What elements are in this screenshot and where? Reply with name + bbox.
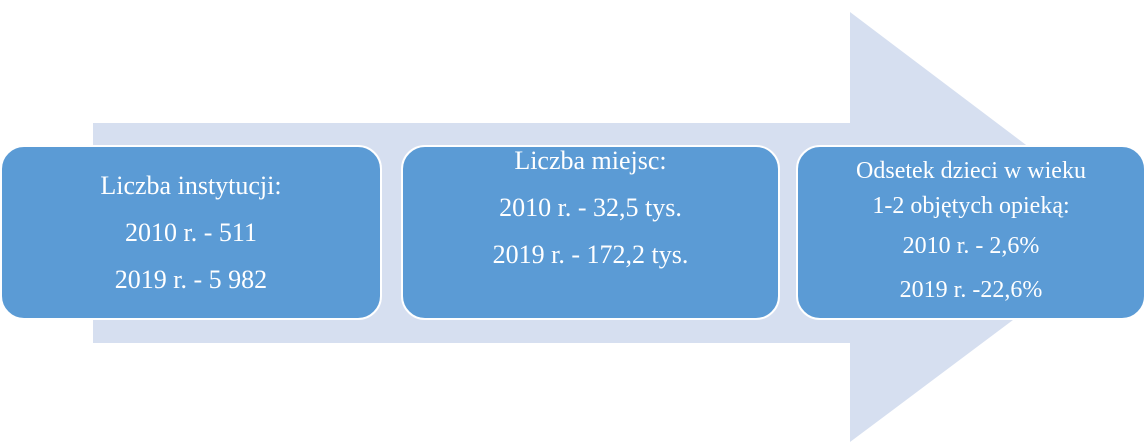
node-box: Odsetek dzieci w wieku 1-2 objętych opie…: [796, 145, 1144, 320]
node-text: 2019 r. - 172,2 tys.: [492, 240, 689, 269]
node-text: 1-2 objętych opieką:: [872, 192, 1070, 219]
node-text: 2019 r. - 5 982: [114, 265, 268, 294]
node-box: Liczba miejsc: 2010 r. - 32,5 tys. 2019 …: [401, 145, 780, 320]
node-text: Liczba miejsc:: [514, 146, 667, 175]
node-text: 2019 r. -22,6%: [899, 276, 1043, 303]
node-text: 2010 r. - 511: [125, 218, 257, 247]
node-text: 2010 r. - 32,5 tys.: [499, 193, 682, 222]
node-text: Liczba instytucji:: [100, 171, 282, 200]
node-text: 2010 r. - 2,6%: [902, 232, 1040, 259]
node-text: Odsetek dzieci w wieku: [856, 157, 1086, 184]
node-box: Liczba instytucji: 2010 r. - 511 2019 r.…: [0, 145, 382, 320]
